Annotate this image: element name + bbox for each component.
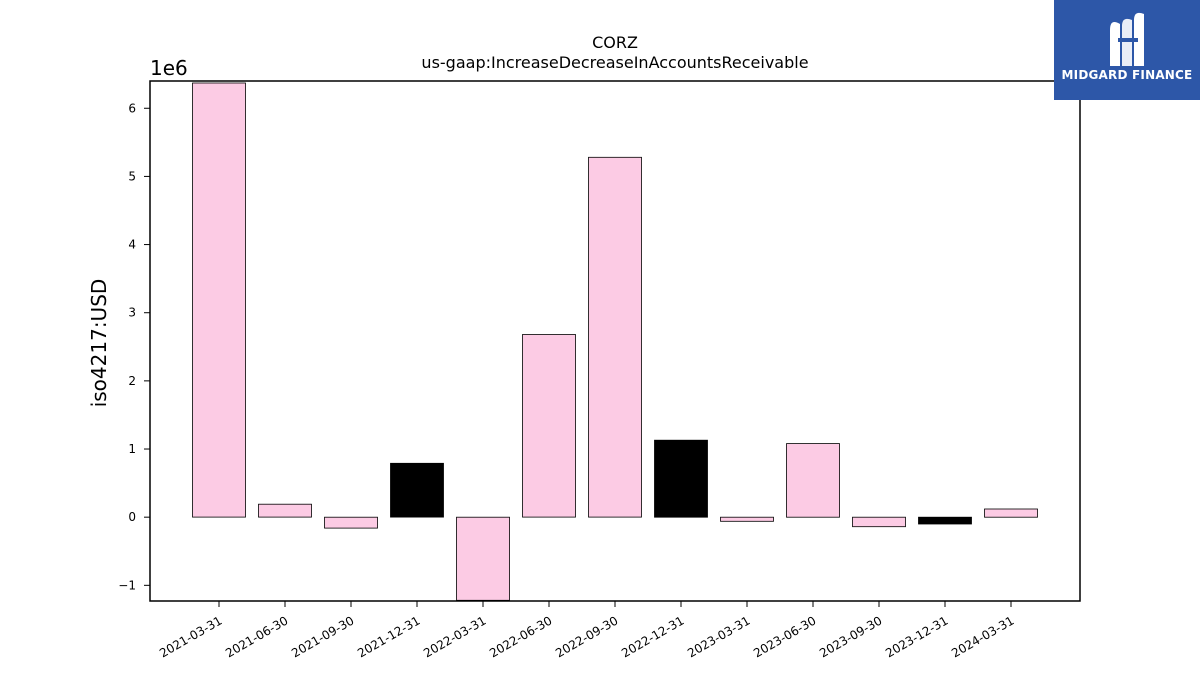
- bar-2023-09-30: [852, 516, 906, 528]
- x-tick-label: 2021-09-30: [289, 613, 356, 660]
- x-tick-label: 2022-09-30: [553, 613, 620, 660]
- chart-title: CORZ: [592, 33, 638, 52]
- x-tick-label: 2021-06-30: [223, 613, 290, 660]
- bar-2022-06-30: [522, 334, 576, 518]
- x-tick-label: 2021-12-31: [355, 613, 422, 660]
- plot-frame: [149, 80, 1081, 602]
- y-ticks-group: −1 0 1 2 3 4 5 6: [118, 101, 150, 592]
- y-tick-label: 5: [128, 169, 136, 183]
- y-tick-label: −1: [118, 578, 136, 592]
- midgard-logo-icon: [1110, 12, 1144, 66]
- y-tick-label: 3: [128, 306, 136, 320]
- bar-2023-03-31: [720, 516, 774, 522]
- bar-2023-12-31: [918, 516, 972, 525]
- x-tick-label: 2023-09-30: [817, 613, 884, 660]
- y-tick-label: 4: [128, 238, 136, 252]
- x-tick-label: 2024-03-31: [949, 613, 1016, 660]
- bar-2024-03-31: [984, 508, 1038, 518]
- logo-text: MIDGARD FINANCE: [1061, 68, 1193, 82]
- x-tick-label: 2022-12-31: [619, 613, 686, 660]
- x-tick-label: 2022-03-31: [421, 613, 488, 660]
- x-ticks-group: 2021-03-312021-06-302021-09-302021-12-31…: [157, 601, 1017, 660]
- x-tick-label: 2023-12-31: [883, 613, 950, 660]
- y-scale-label: 1e6: [150, 56, 188, 80]
- bar-2021-06-30: [258, 503, 312, 518]
- midgard-finance-logo: MIDGARD FINANCE: [1054, 0, 1200, 100]
- bars-group: [192, 82, 1038, 601]
- y-tick-label: 6: [128, 101, 136, 115]
- y-axis-label: iso4217:USD: [87, 279, 111, 408]
- bar-2021-09-30: [324, 516, 378, 529]
- bar-2021-03-31: [192, 82, 246, 518]
- x-tick-label: 2023-03-31: [685, 613, 752, 660]
- y-tick-label: 2: [128, 374, 136, 388]
- bar-2021-12-31: [390, 462, 444, 518]
- y-tick-label: 0: [128, 510, 136, 524]
- bar-2023-06-30: [786, 443, 840, 518]
- bar-2022-09-30: [588, 156, 642, 518]
- x-tick-label: 2023-06-30: [751, 613, 818, 660]
- y-tick-label: 1: [128, 442, 136, 456]
- x-tick-label: 2022-06-30: [487, 613, 554, 660]
- x-tick-label: 2021-03-31: [157, 613, 224, 660]
- bar-2022-03-31: [456, 516, 510, 601]
- chart-subtitle: us-gaap:IncreaseDecreaseInAccountsReceiv…: [421, 53, 808, 72]
- bar-2022-12-31: [654, 439, 708, 518]
